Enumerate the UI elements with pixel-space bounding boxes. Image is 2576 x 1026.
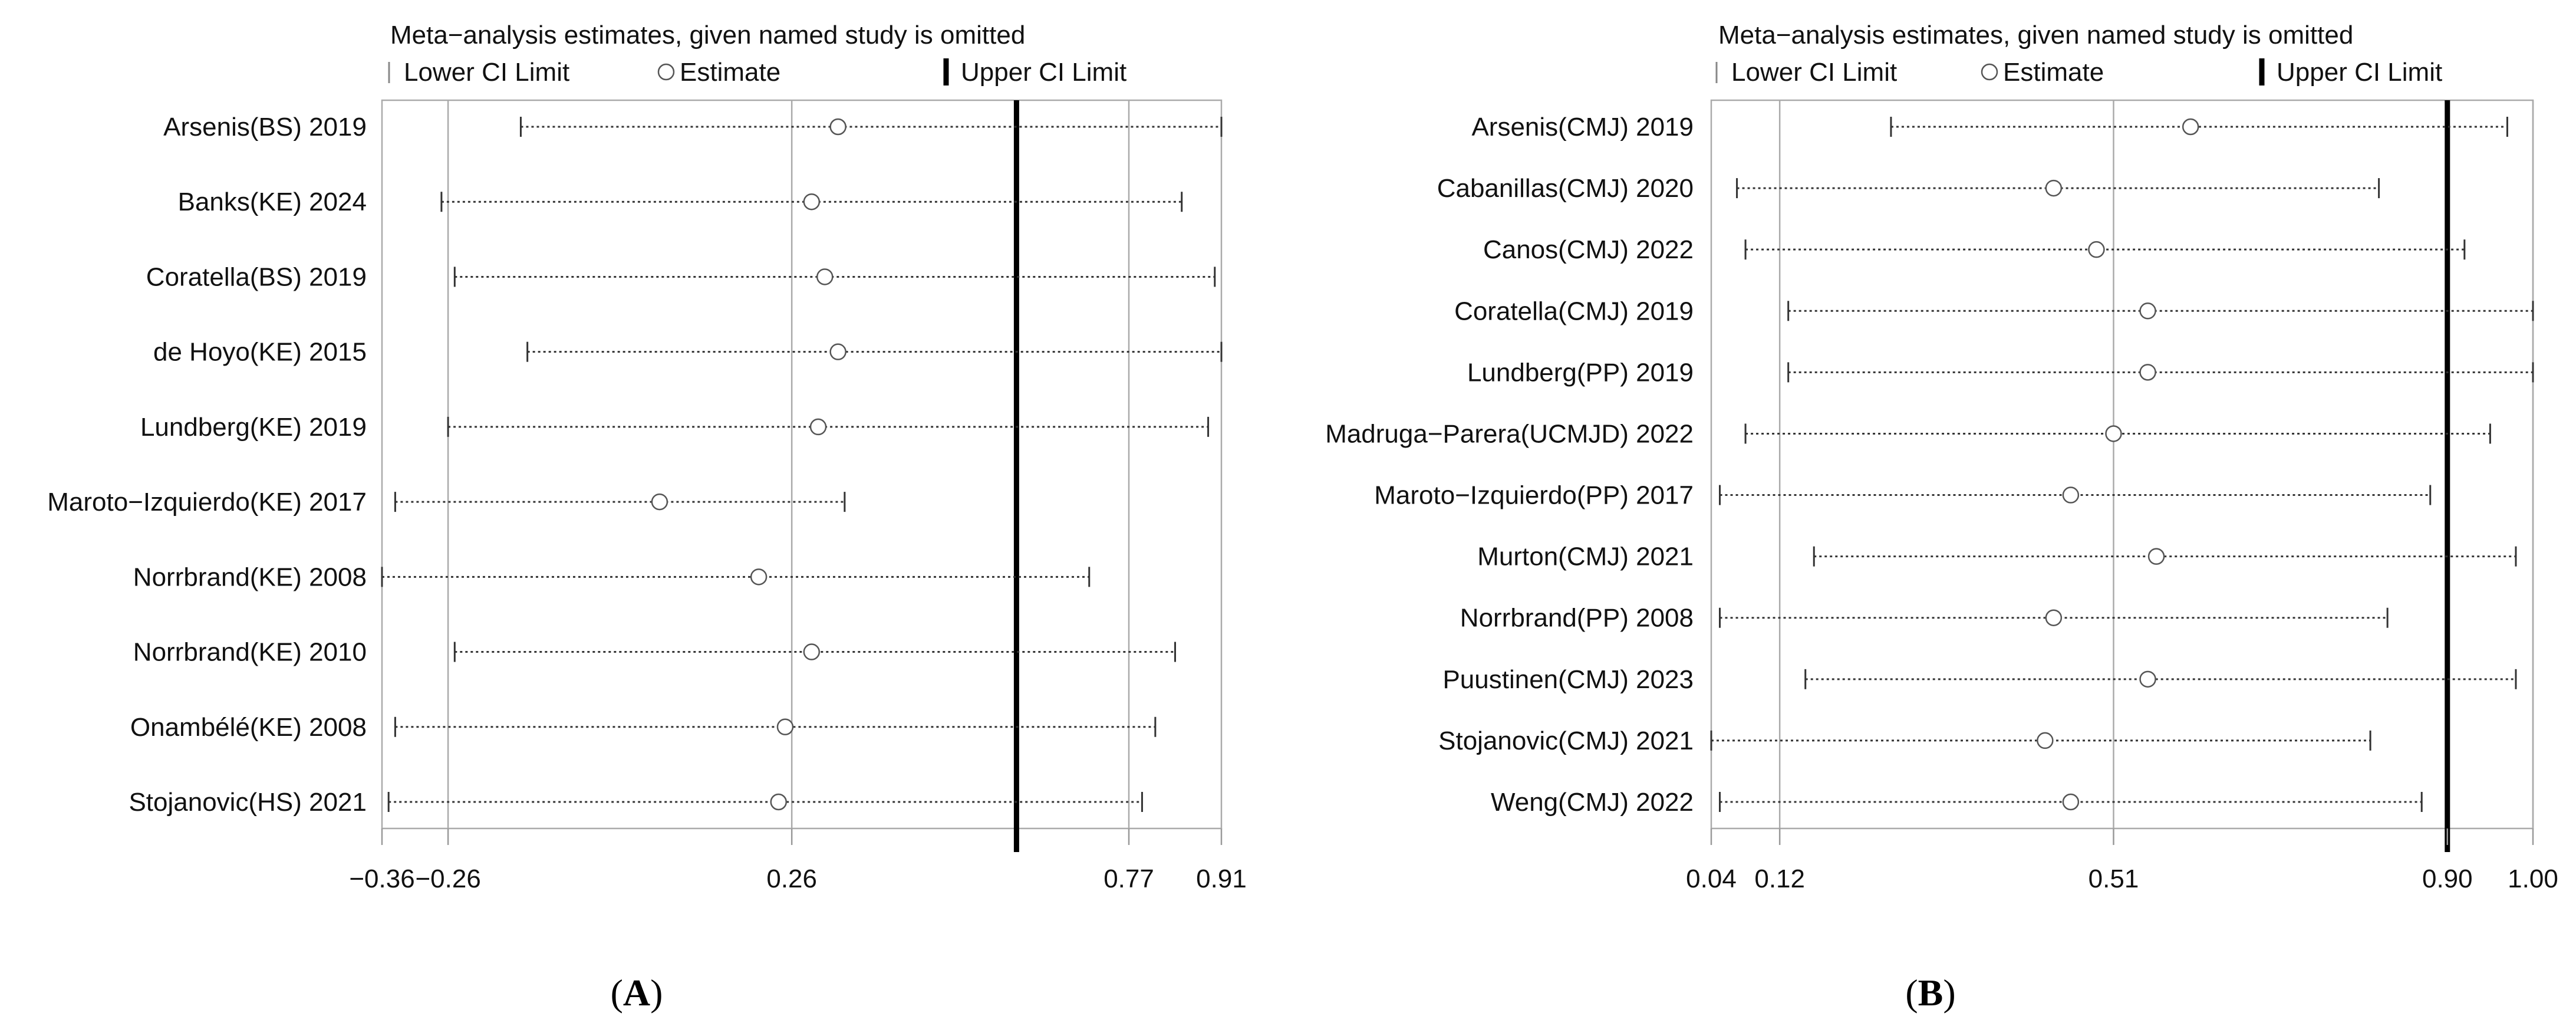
legend-upper-label: Upper CI Limit	[2277, 58, 2442, 87]
study-label: Coratella(BS) 2019	[146, 262, 367, 291]
study-label: Stojanovic(CMJ) 2021	[1438, 726, 1694, 755]
estimate-marker	[2139, 670, 2156, 688]
legend-lower-label: Lower CI Limit	[404, 58, 569, 87]
panel-a: Meta−analysis estimates, given named stu…	[47, 21, 1247, 1014]
panel-label: (B)	[1905, 972, 1955, 1014]
study-label: Banks(KE) 2024	[178, 188, 367, 216]
plot-frame	[381, 99, 1223, 830]
x-tick-label: −0.36	[349, 864, 414, 893]
estimate-marker	[2139, 302, 2156, 320]
panel-letter: B	[1918, 972, 1943, 1014]
panel-b: Meta−analysis estimates, given named stu…	[1325, 21, 2558, 1014]
study-label: Madruga−Parera(UCMJD) 2022	[1325, 419, 1694, 448]
estimate-marker	[750, 568, 767, 586]
legend-estimate-marker	[1981, 63, 1998, 81]
study-label: Lundberg(PP) 2019	[1467, 358, 1694, 387]
estimate-marker	[2045, 609, 2063, 626]
estimate-marker	[2037, 732, 2054, 749]
estimate-marker	[2062, 486, 2080, 504]
x-tick-label: −0.26	[415, 864, 480, 893]
estimate-marker	[2182, 118, 2199, 136]
x-tick-label: 0.90	[2422, 864, 2473, 893]
x-tick-label: 0.12	[1754, 864, 1805, 893]
x-tick-label: 0.51	[2089, 864, 2139, 893]
legend-estimate-marker	[657, 63, 675, 81]
estimate-marker	[776, 718, 794, 736]
panel-letter: A	[623, 972, 650, 1014]
x-tick-label: 0.26	[766, 864, 817, 893]
legend-estimate-label: Estimate	[680, 58, 780, 87]
x-tick-label: 0.91	[1196, 864, 1247, 893]
study-label: Weng(CMJ) 2022	[1491, 788, 1694, 817]
estimate-marker	[2088, 241, 2105, 258]
estimate-marker	[2062, 793, 2080, 811]
study-label: de Hoyo(KE) 2015	[153, 338, 367, 367]
study-label: Cabanillas(CMJ) 2020	[1437, 174, 1694, 203]
study-label: Stojanovic(HS) 2021	[129, 788, 367, 817]
legend-lower-label: Lower CI Limit	[1731, 58, 1897, 87]
x-tick-label: 1.00	[2508, 864, 2558, 893]
study-label: Norrbrand(PP) 2008	[1460, 604, 1694, 633]
study-label: Arsenis(CMJ) 2019	[1471, 113, 1694, 142]
estimate-marker	[651, 493, 668, 511]
estimate-marker	[2105, 425, 2122, 442]
study-label: Norrbrand(KE) 2010	[133, 638, 367, 667]
estimate-marker	[2045, 179, 2063, 197]
study-label: Maroto−Izquierdo(KE) 2017	[47, 488, 367, 517]
study-label: Onambélé(KE) 2008	[130, 713, 367, 742]
estimate-marker	[803, 643, 821, 660]
estimate-marker	[2147, 548, 2165, 565]
panel-label: (A)	[611, 972, 663, 1014]
estimate-marker	[2139, 364, 2156, 381]
estimate-marker	[829, 118, 846, 136]
study-label: Canos(CMJ) 2022	[1483, 235, 1694, 264]
x-tick-label: 0.04	[1686, 864, 1737, 893]
study-label: Maroto−Izquierdo(PP) 2017	[1374, 481, 1694, 510]
study-label: Norrbrand(KE) 2008	[133, 563, 367, 591]
chart-title: Meta−analysis estimates, given named stu…	[390, 21, 1025, 50]
study-label: Lundberg(KE) 2019	[140, 413, 367, 442]
estimate-marker	[770, 793, 788, 811]
estimate-marker	[809, 418, 827, 436]
estimate-marker	[803, 193, 821, 211]
chart-title: Meta−analysis estimates, given named stu…	[1718, 21, 2353, 50]
x-tick-label: 0.77	[1103, 864, 1154, 893]
plot-frame	[1710, 99, 2534, 830]
study-label: Murton(CMJ) 2021	[1477, 542, 1694, 571]
study-label: Coratella(CMJ) 2019	[1454, 297, 1694, 325]
study-label: Arsenis(BS) 2019	[163, 113, 367, 142]
estimate-marker	[829, 343, 846, 360]
legend-estimate-label: Estimate	[2003, 58, 2104, 87]
legend-upper-label: Upper CI Limit	[961, 58, 1126, 87]
estimate-marker	[816, 268, 834, 285]
study-label: Puustinen(CMJ) 2023	[1442, 665, 1694, 694]
